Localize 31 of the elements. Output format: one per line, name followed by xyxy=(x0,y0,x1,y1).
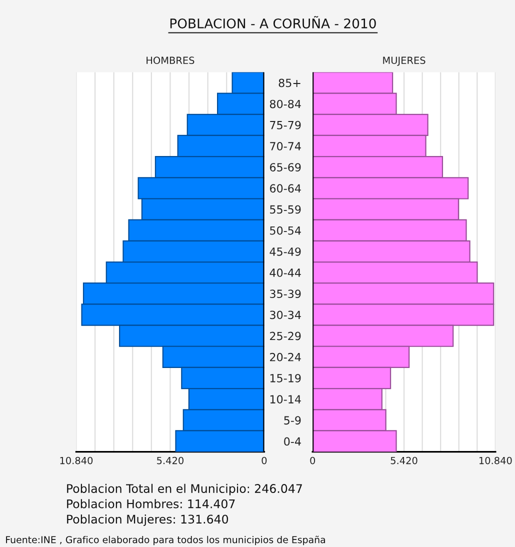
y-tick-label: 15-19 xyxy=(270,374,301,382)
y-tick-label: 60-64 xyxy=(270,184,301,193)
y-tick-label: 35-39 xyxy=(270,290,301,298)
text: POBLACION - A CORUÑA - 2010 xyxy=(170,16,376,28)
y-tick-label: 65-69 xyxy=(270,163,301,172)
y-tick-label: 5-9 xyxy=(284,416,301,425)
text: Poblacion Mujeres: 131.640 xyxy=(67,514,228,526)
x-tick-label: 10.840 xyxy=(60,456,93,464)
x-tick-label: 0 xyxy=(262,456,267,464)
y-tick-label: 70-74 xyxy=(270,142,301,150)
y-tick-label: 50-54 xyxy=(270,226,301,235)
y-tick-label: 10-14 xyxy=(270,395,301,404)
y-tick-label: 85+ xyxy=(278,78,300,88)
y-tick-label: 20-24 xyxy=(270,352,301,362)
x-tick-label: 5.420 xyxy=(157,456,184,464)
y-tick-label: 40-44 xyxy=(270,268,301,277)
x-tick-label: 5.420 xyxy=(390,456,418,464)
y-tick-label: 30-34 xyxy=(270,310,301,320)
text: Poblacion Hombres: 114.407 xyxy=(67,499,235,508)
y-tick-label: 55-59 xyxy=(270,205,301,214)
chart-title: HOMBRES xyxy=(146,56,194,64)
y-tick-label: 0-4 xyxy=(284,437,301,446)
y-tick-label: 25-29 xyxy=(270,332,301,340)
chart-title: MUJERES xyxy=(383,56,426,66)
y-tick-label: 75-79 xyxy=(270,120,301,130)
x-tick-label: 0 xyxy=(310,456,316,464)
source-note: Fuente:INE , Grafico elaborado para todos los municipios de España xyxy=(6,536,325,546)
y-tick-label: 80-84 xyxy=(270,100,301,108)
x-tick-label: 10.840 xyxy=(479,456,512,464)
text: Poblacion Total en el Municipio: 246.047 xyxy=(67,484,302,496)
y-tick-label: 45-49 xyxy=(270,247,301,256)
